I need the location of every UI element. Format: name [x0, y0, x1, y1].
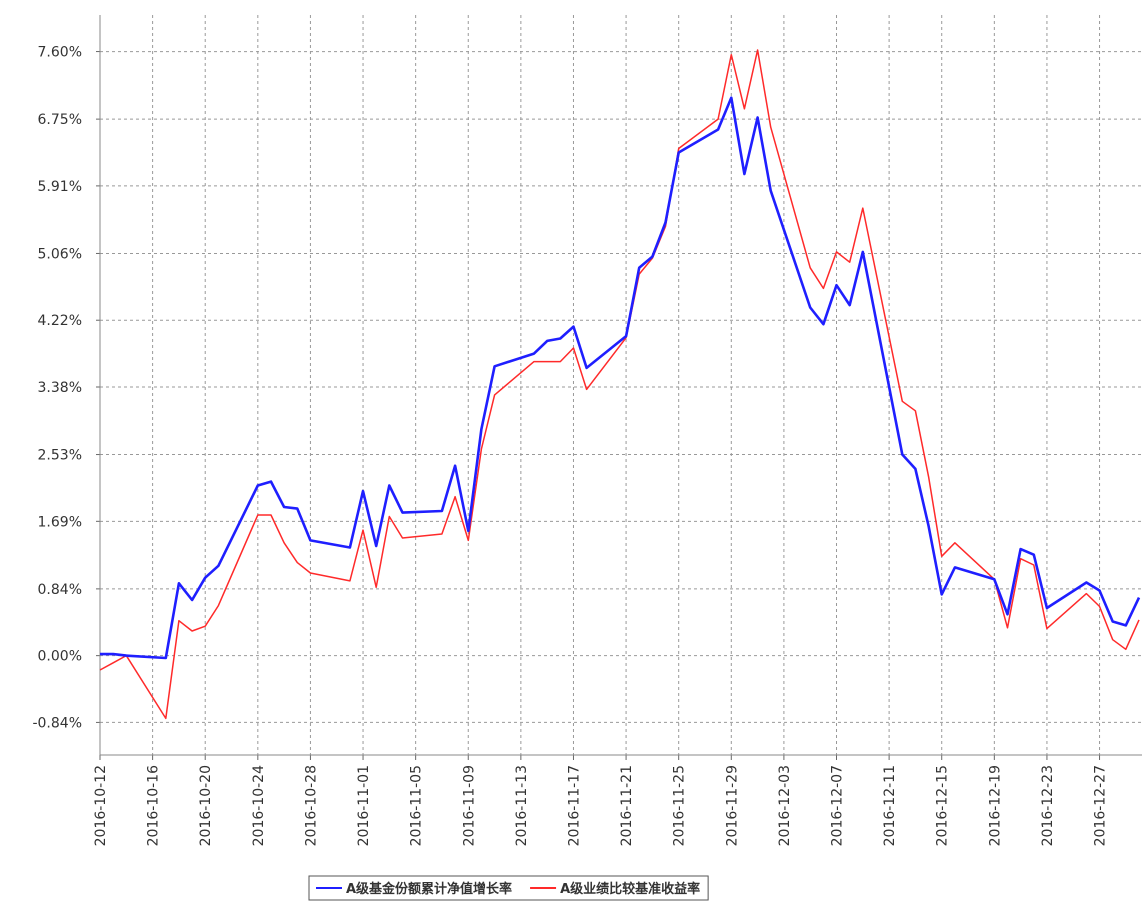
x-tick-label: 2016-12-19 — [987, 765, 1003, 846]
y-tick-label: 3.38% — [38, 380, 82, 396]
x-tick-label: 2016-11-05 — [409, 765, 425, 846]
x-tick-label: 2016-11-17 — [566, 765, 582, 846]
x-tick-label: 2016-10-24 — [251, 765, 267, 846]
legend-label: A级业绩比较基准收益率 — [560, 881, 700, 897]
y-tick-label: 0.84% — [38, 582, 82, 598]
y-tick-label: 1.69% — [38, 514, 82, 530]
legend-label: A级基金份额累计净值增长率 — [346, 881, 512, 897]
x-tick-label: 2016-12-27 — [1093, 765, 1109, 846]
x-tick-label: 2016-10-28 — [303, 765, 319, 846]
y-tick-label: 0.00% — [38, 649, 82, 665]
x-tick-label: 2016-12-23 — [1040, 765, 1056, 846]
x-tick-label: 2016-10-12 — [93, 765, 109, 846]
x-tick-label: 2016-11-25 — [672, 765, 688, 846]
x-tick-label: 2016-11-21 — [619, 765, 635, 846]
x-tick-label: 2016-12-15 — [935, 765, 951, 846]
x-tick-label: 2016-11-01 — [356, 765, 372, 846]
x-tick-label: 2016-12-07 — [830, 765, 846, 846]
y-tick-label: 6.75% — [38, 112, 82, 128]
y-tick-label: -0.84% — [32, 715, 82, 731]
y-tick-label: 5.91% — [38, 179, 82, 195]
legend: A级基金份额累计净值增长率 A级业绩比较基准收益率 — [308, 875, 709, 901]
x-tick-label: 2016-11-09 — [461, 765, 477, 846]
series-line — [100, 96, 1141, 660]
x-tick-label: 2016-12-11 — [882, 765, 898, 846]
y-tick-label: 7.60% — [38, 45, 82, 61]
x-tick-label: 2016-10-20 — [198, 765, 214, 846]
x-tick-label: 2016-12-03 — [777, 765, 793, 846]
x-tick-label: 2016-11-13 — [514, 765, 530, 846]
x-tick-label: 2016-11-29 — [724, 765, 740, 846]
y-tick-label: 2.53% — [38, 448, 82, 464]
legend-box — [308, 875, 709, 901]
y-tick-label: 5.06% — [38, 246, 82, 262]
x-tick-label: 2016-10-16 — [146, 765, 162, 846]
y-tick-label: 4.22% — [38, 313, 82, 329]
